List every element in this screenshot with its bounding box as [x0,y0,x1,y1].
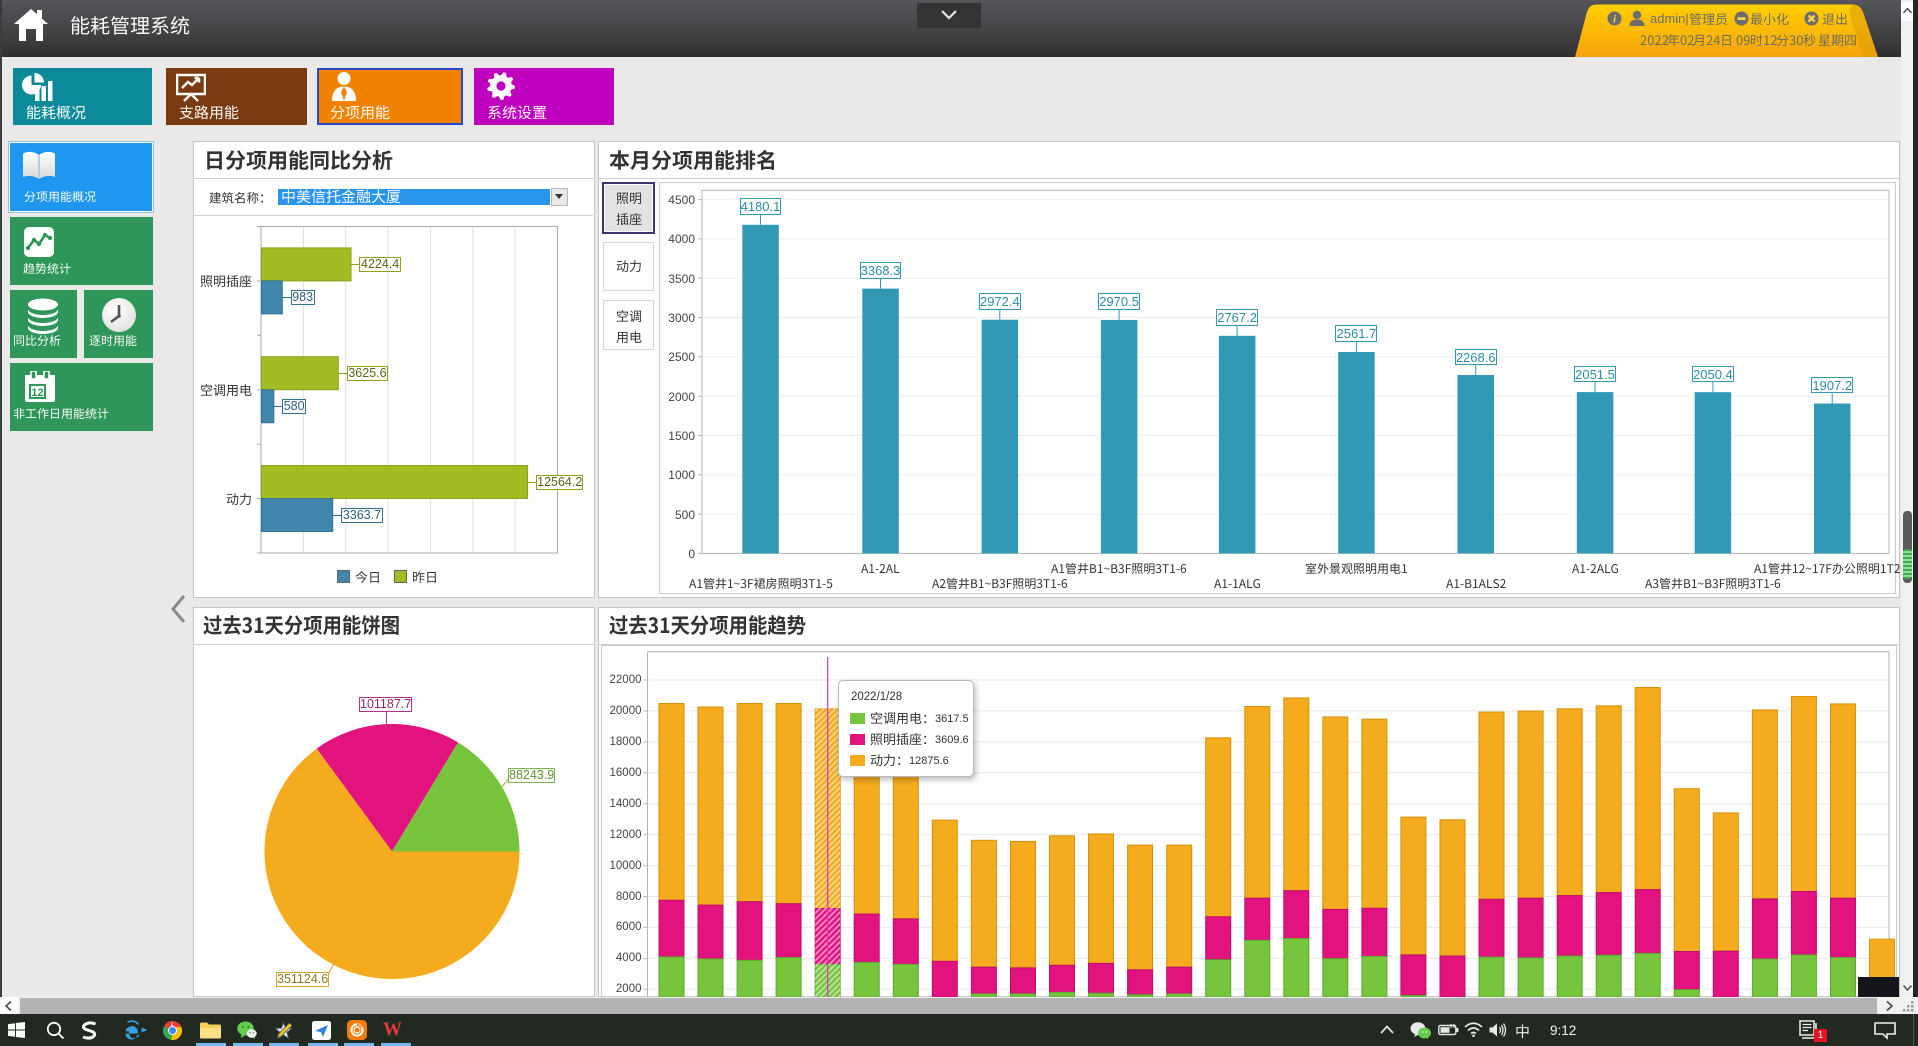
svg-text:i: i [1613,14,1617,26]
svg-text:12: 12 [31,387,43,399]
